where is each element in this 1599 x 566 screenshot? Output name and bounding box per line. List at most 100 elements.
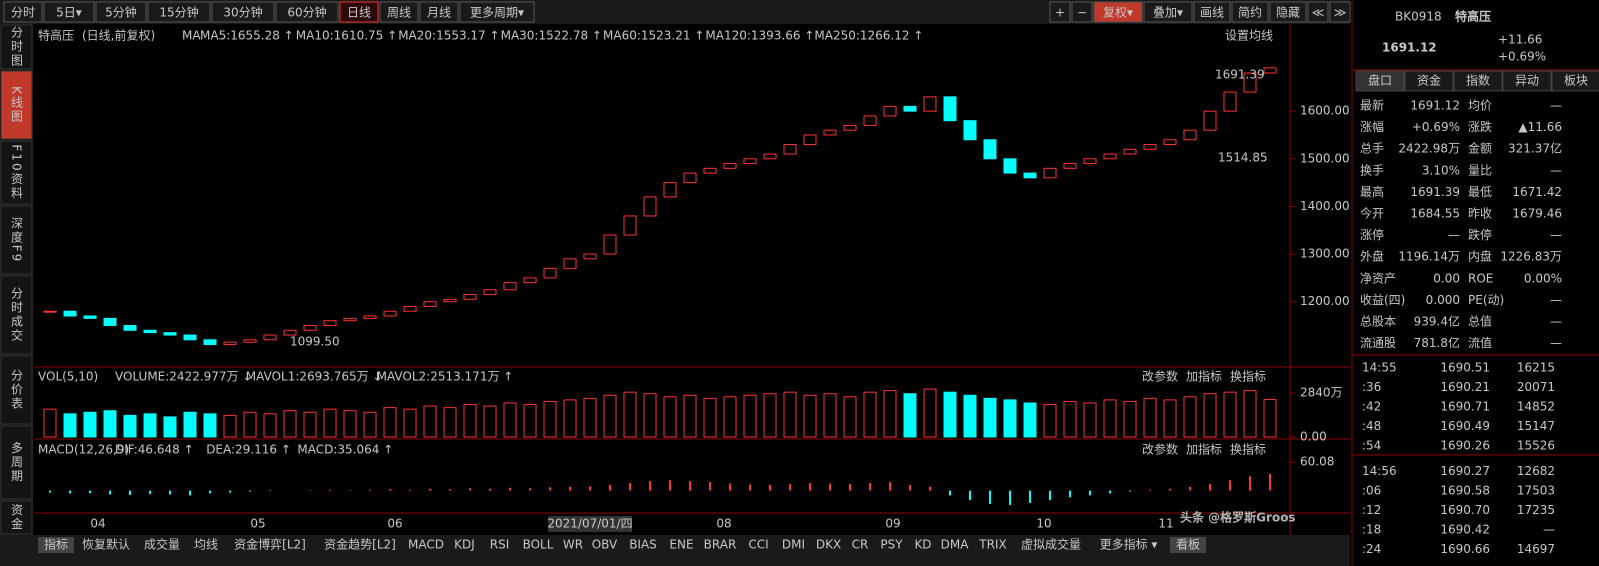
quote-key: 量比 — [1468, 163, 1492, 177]
ma-legend: MA5:1655.28 ↑ — [200, 29, 294, 43]
volume-bar — [643, 393, 657, 438]
tool-button[interactable] — [1049, 1, 1071, 23]
tool-button[interactable] — [1329, 1, 1351, 23]
panel-button[interactable]: 换指标 — [1230, 442, 1266, 457]
volume-bar — [343, 410, 357, 438]
candle — [1003, 158, 1017, 174]
period-button[interactable] — [419, 1, 459, 23]
sidebar-tab[interactable] — [0, 24, 33, 70]
sidebar-tab[interactable] — [0, 425, 33, 500]
period-button[interactable] — [275, 1, 339, 23]
volume-bar — [723, 396, 737, 438]
sidebar-tab[interactable] — [0, 140, 33, 205]
settings[interactable]: 设置均线 — [1225, 29, 1273, 43]
quote-tab[interactable] — [1355, 70, 1405, 92]
panel-button[interactable]: 加指标 — [1186, 369, 1222, 384]
tool-button[interactable] — [1269, 1, 1307, 23]
sidebar-label: 资金 — [10, 503, 24, 531]
bottom-tab[interactable]: DMI — [782, 538, 805, 552]
bottom-tab[interactable]: CCI — [748, 538, 768, 552]
bottom-tab[interactable]: BOLL — [523, 538, 554, 552]
bottom-tab[interactable]: 资金趋势[L2] — [324, 537, 396, 552]
bottom-tab[interactable]: 虚拟成交量 — [1021, 537, 1081, 552]
tool-button[interactable] — [1071, 1, 1093, 23]
quote-val: 0.00% — [1524, 271, 1562, 285]
tool-button[interactable] — [1193, 1, 1231, 23]
bottom-tab[interactable]: CR — [852, 538, 869, 552]
tool-button[interactable] — [1093, 1, 1143, 23]
period-button[interactable] — [147, 1, 211, 23]
sidebar-tab[interactable] — [0, 205, 33, 275]
volume-bar — [1163, 399, 1177, 438]
bottom-tab[interactable]: ENE — [669, 538, 693, 552]
bottom-tab[interactable]: MACD — [408, 538, 444, 552]
period-button[interactable] — [379, 1, 419, 23]
volume-bar — [1243, 390, 1257, 438]
x-label: 11 — [1158, 517, 1173, 531]
bottom-tab[interactable]: 更多指标 ▾ — [1100, 537, 1158, 552]
bottom-tab[interactable]: BIAS — [629, 538, 657, 552]
sidebar-tab[interactable] — [0, 70, 33, 140]
candle — [1023, 172, 1037, 179]
bottom-tab[interactable]: TRIX — [978, 538, 1006, 552]
volume-bar — [903, 393, 917, 438]
period-button[interactable] — [339, 1, 379, 23]
quote-tab[interactable] — [1453, 70, 1503, 92]
panel-item: MAVOL2:2513.171万 ↑ — [377, 370, 514, 384]
line-label: 1514.85 — [1218, 151, 1268, 165]
bottom-tab[interactable]: 均线 — [194, 538, 218, 552]
tool-button[interactable] — [1307, 1, 1329, 23]
volume-bar — [63, 413, 77, 438]
candle — [1143, 144, 1157, 150]
volume-bar — [803, 394, 817, 438]
period-button[interactable] — [211, 1, 275, 23]
panel-button[interactable]: 改参数 — [1142, 369, 1178, 384]
bottom-tab[interactable]: RSI — [490, 538, 510, 552]
bottom-tab[interactable]: BRAR — [704, 538, 737, 552]
tick-price: 1690.58 — [1440, 484, 1490, 498]
sidebar-label: F10资料 — [10, 144, 24, 200]
bottom-tab[interactable]: 看板 — [1176, 538, 1200, 552]
tool-button[interactable] — [1143, 1, 1193, 23]
bottom-tab[interactable]: 指标 — [44, 537, 68, 552]
volume-bar — [463, 404, 477, 438]
bottom-tab[interactable]: 资金博弈[L2] — [234, 537, 306, 552]
pct: +0.69% — [1498, 50, 1546, 64]
sidebar-tab[interactable] — [0, 500, 33, 535]
bottom-tab-bg[interactable] — [38, 537, 74, 553]
volume-bar — [543, 400, 557, 438]
period-button[interactable] — [43, 1, 95, 23]
bottom-tab[interactable]: 恢复默认 — [82, 537, 130, 552]
quote-tab[interactable] — [1551, 70, 1599, 92]
period-button[interactable] — [459, 1, 535, 23]
ma-legend: MA250:1266.12 ↑ — [814, 29, 923, 43]
quote-key: 涨跌 — [1468, 119, 1492, 134]
bottom-tab[interactable]: DMA — [941, 538, 970, 552]
panel-button[interactable]: 加指标 — [1186, 442, 1222, 457]
bottom-tab[interactable]: 成交量 — [144, 537, 180, 552]
volume-bar — [383, 407, 397, 438]
panel-button[interactable]: 改参数 — [1142, 442, 1178, 457]
candle — [1043, 167, 1057, 179]
candle — [563, 258, 577, 269]
period-button[interactable] — [3, 1, 43, 23]
bottom-tab[interactable]: KDJ — [454, 538, 475, 552]
quote-tab[interactable] — [1502, 70, 1552, 92]
candle — [603, 234, 617, 255]
candle — [1123, 148, 1137, 155]
bottom-tab[interactable]: DKX — [816, 538, 841, 552]
period-button[interactable] — [95, 1, 147, 23]
tool-button[interactable] — [1231, 1, 1269, 23]
bottom-tab[interactable]: OBV — [592, 538, 618, 552]
watermark: 头条 @格罗斯Groos — [1180, 510, 1296, 525]
sidebar-tab[interactable] — [0, 355, 33, 425]
panel-button[interactable]: 换指标 — [1230, 369, 1266, 384]
candle — [443, 298, 457, 303]
sidebar-tab[interactable] — [0, 275, 33, 355]
quote-tab[interactable] — [1404, 70, 1454, 92]
bottom-tab-bg[interactable] — [1170, 537, 1206, 553]
bottom-tab[interactable]: KD — [914, 538, 931, 552]
volume-bar — [1263, 399, 1277, 438]
bottom-tab[interactable]: WR — [563, 538, 583, 552]
bottom-tab[interactable]: PSY — [880, 538, 903, 552]
